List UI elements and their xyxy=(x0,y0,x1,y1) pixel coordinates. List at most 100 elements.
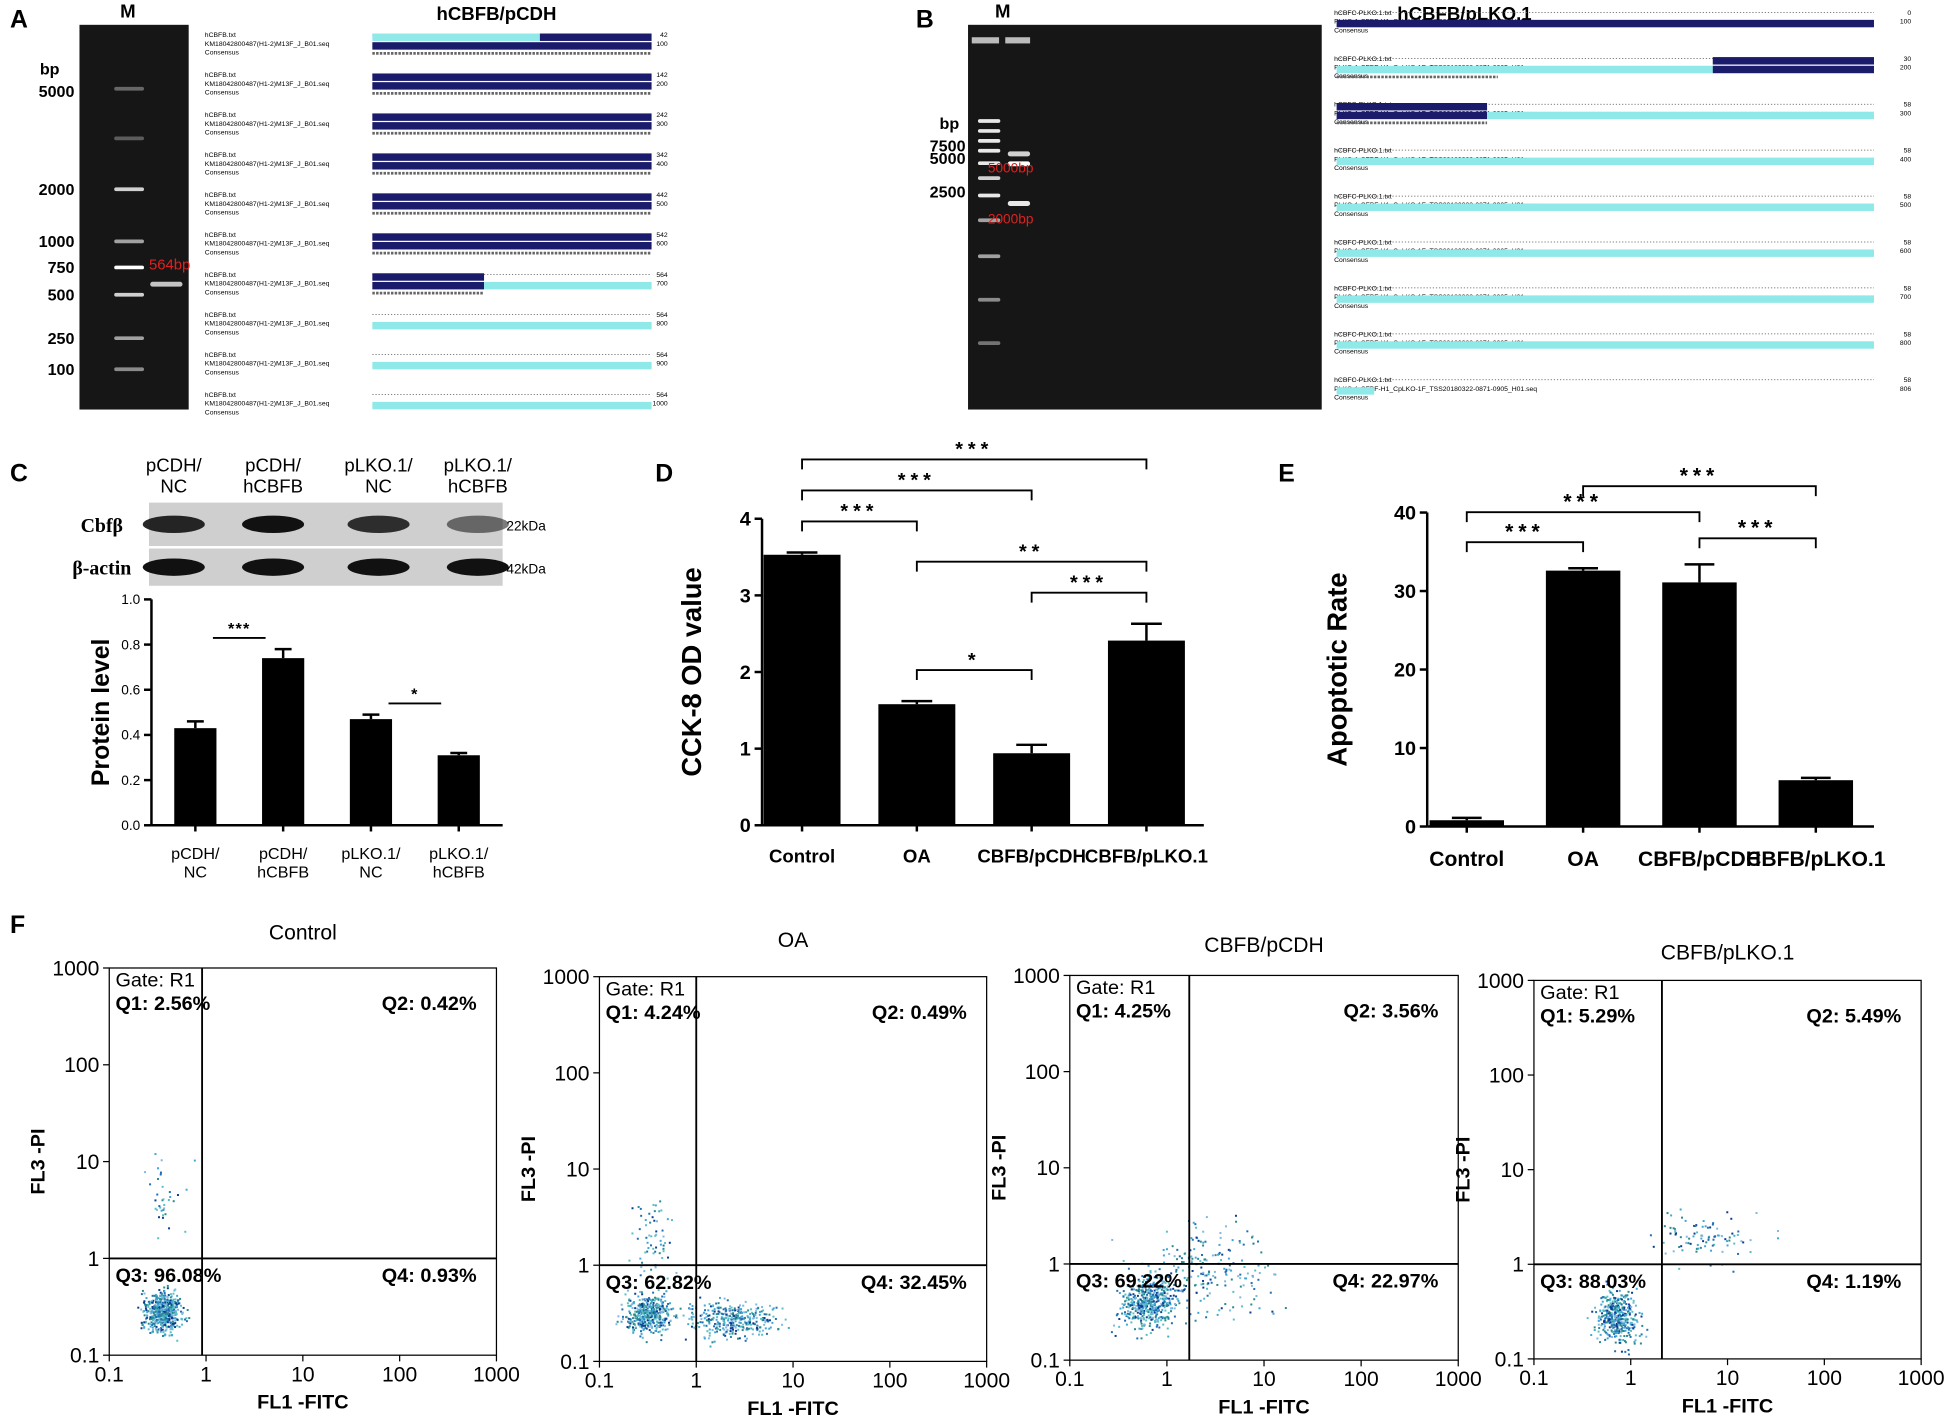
event-dot xyxy=(157,1308,160,1311)
event-dot xyxy=(1694,1225,1697,1228)
event-dot xyxy=(1626,1334,1629,1337)
panel-letter: C xyxy=(10,461,28,488)
event-dot xyxy=(1155,1291,1158,1294)
event-dot xyxy=(1155,1300,1158,1303)
event-dot xyxy=(638,1299,641,1302)
event-dot xyxy=(1149,1292,1152,1295)
event-dot xyxy=(174,1317,177,1320)
event-dot xyxy=(755,1320,758,1323)
event-dot xyxy=(767,1320,770,1323)
event-dot xyxy=(1151,1295,1154,1298)
event-dot xyxy=(167,1307,170,1310)
lane-label: pLKO.1/NC xyxy=(344,455,413,497)
event-dot xyxy=(145,1304,148,1307)
event-dot xyxy=(1180,1289,1183,1292)
event-dot xyxy=(144,1320,147,1323)
event-dot xyxy=(634,1310,637,1313)
event-dot xyxy=(1615,1324,1618,1327)
event-dot xyxy=(1622,1339,1625,1342)
event-dot xyxy=(1621,1318,1624,1321)
event-dot xyxy=(667,1313,670,1316)
event-dot xyxy=(1603,1322,1606,1325)
event-dot xyxy=(176,1324,179,1327)
event-dot xyxy=(1611,1309,1614,1312)
event-dot xyxy=(151,1309,153,1312)
y-tick-label: 1000 xyxy=(1013,965,1060,988)
event-dot xyxy=(1216,1283,1219,1286)
event-dot xyxy=(645,1224,648,1227)
event-dot xyxy=(1678,1267,1681,1270)
significance-bracket xyxy=(1030,591,1148,603)
event-dot xyxy=(1182,1289,1185,1292)
event-dot xyxy=(1601,1323,1604,1326)
event-dot xyxy=(1157,1293,1160,1296)
event-dot xyxy=(646,1324,649,1327)
blot-band xyxy=(347,515,410,534)
event-dot xyxy=(1618,1289,1621,1292)
gel-band xyxy=(114,265,145,270)
x-axis-label: FL1 -FITC xyxy=(1682,1395,1774,1416)
event-dot xyxy=(762,1309,765,1312)
significance-label: *** xyxy=(840,501,878,523)
event-dot xyxy=(696,1322,699,1325)
event-dot xyxy=(712,1316,715,1319)
event-dot xyxy=(1623,1301,1626,1304)
event-dot xyxy=(1607,1319,1610,1322)
event-dot xyxy=(712,1304,715,1307)
event-dot xyxy=(641,1298,644,1301)
event-dot xyxy=(1221,1253,1224,1256)
bar xyxy=(878,704,956,826)
event-dot xyxy=(665,1305,668,1308)
event-dot xyxy=(737,1328,740,1331)
event-dot xyxy=(156,1330,159,1333)
event-dot xyxy=(632,1331,635,1334)
event-dot xyxy=(1142,1316,1145,1319)
event-dot xyxy=(1250,1282,1253,1285)
event-dot xyxy=(1611,1319,1614,1322)
event-dot xyxy=(726,1328,729,1331)
event-dot xyxy=(1620,1303,1623,1306)
event-dot xyxy=(1144,1307,1147,1310)
event-dot xyxy=(165,1326,168,1329)
event-dot xyxy=(635,1315,638,1318)
event-dot xyxy=(707,1319,710,1322)
event-dot xyxy=(698,1325,701,1328)
event-dot xyxy=(662,1324,665,1327)
significance-label: *** xyxy=(228,620,251,638)
event-dot xyxy=(150,1300,153,1303)
event-dot xyxy=(1598,1327,1601,1330)
event-dot xyxy=(1610,1316,1613,1319)
event-dot xyxy=(641,1304,644,1307)
event-dot xyxy=(1155,1318,1158,1321)
alignment-position: 58 xyxy=(1904,102,1912,109)
event-dot xyxy=(173,1308,175,1311)
event-dot xyxy=(1146,1278,1149,1281)
event-dot xyxy=(1597,1323,1600,1326)
event-dot xyxy=(1200,1272,1203,1275)
alignment-row-label: Consensus xyxy=(205,169,240,176)
event-dot xyxy=(144,1305,147,1308)
event-dot xyxy=(157,1313,160,1316)
alignment-row-label: hCBFB.txt xyxy=(205,272,236,279)
event-dot xyxy=(147,1322,150,1325)
event-dot xyxy=(171,1322,174,1325)
event-dot xyxy=(1148,1287,1151,1290)
quadrant-label: Q4: 1.19% xyxy=(1806,1271,1901,1293)
event-dot xyxy=(1608,1299,1611,1302)
event-dot xyxy=(1138,1280,1141,1283)
event-dot xyxy=(763,1323,766,1326)
event-dot xyxy=(1183,1276,1186,1279)
event-dot xyxy=(703,1304,706,1307)
event-dot xyxy=(158,1288,161,1291)
event-dot xyxy=(662,1235,665,1238)
event-dot xyxy=(1159,1292,1162,1295)
event-dot xyxy=(1619,1308,1622,1311)
event-dot xyxy=(1709,1264,1712,1267)
event-dot xyxy=(1232,1306,1235,1309)
event-dot xyxy=(705,1316,708,1319)
event-dot xyxy=(173,1289,176,1292)
event-dot xyxy=(163,1204,166,1207)
event-dot xyxy=(168,1318,171,1321)
event-dot xyxy=(646,1312,649,1315)
alignment-position: 30 xyxy=(1904,56,1912,63)
